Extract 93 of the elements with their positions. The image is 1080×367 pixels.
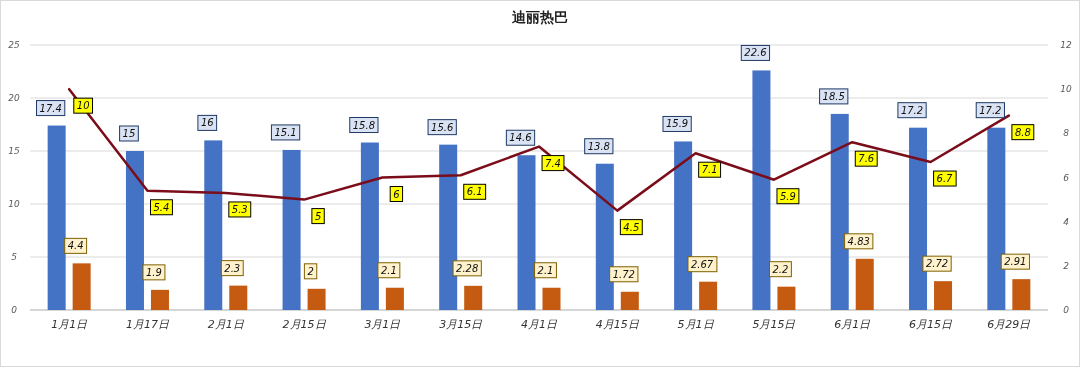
- data-label: 4.5: [623, 221, 640, 233]
- data-label: 1.9: [146, 266, 162, 278]
- x-tick-label: 2月15日: [282, 318, 327, 331]
- x-tick-label: 4月1日: [521, 318, 558, 331]
- data-label: 7.1: [701, 164, 718, 176]
- bar: [620, 291, 639, 310]
- x-tick-label: 1月17日: [125, 318, 170, 331]
- x-tick-label: 4月15日: [595, 318, 640, 331]
- bar: [517, 155, 536, 310]
- y-tick-label: 25: [8, 40, 20, 50]
- data-label: 15.6: [431, 121, 454, 133]
- bar: [439, 144, 458, 310]
- data-label: 15: [122, 128, 136, 139]
- x-tick-label: 3月1日: [364, 318, 402, 331]
- bar: [150, 289, 169, 310]
- y2-tick-label: 10: [1060, 84, 1072, 95]
- y-tick-label: 15: [8, 146, 20, 156]
- data-label: 2.91: [1004, 256, 1027, 268]
- data-label: 6.7: [936, 173, 954, 185]
- data-label: 15.8: [352, 119, 376, 131]
- chart-title: 迪丽热巴: [511, 9, 568, 25]
- bar: [674, 141, 693, 310]
- bar: [229, 285, 248, 310]
- y-tick-label: 20: [8, 93, 20, 103]
- data-label: 2.1: [537, 264, 554, 276]
- data-label: 2: [307, 265, 314, 277]
- data-label: 17.2: [900, 104, 924, 116]
- data-label: 22.6: [744, 47, 767, 59]
- bar: [1012, 279, 1031, 310]
- data-label: 15.9: [665, 118, 689, 130]
- data-label: 5.4: [153, 201, 170, 213]
- bar: [282, 149, 301, 310]
- data-label: 2.28: [456, 262, 479, 274]
- bar: [699, 281, 718, 310]
- bar: [830, 113, 849, 310]
- x-tick-label: 3月15日: [439, 318, 484, 331]
- data-label: 2.1: [380, 264, 397, 276]
- x-tick-label: 6月1日: [834, 318, 872, 331]
- data-label: 4.4: [67, 240, 84, 252]
- y-tick-label: 5: [11, 252, 18, 262]
- y2-tick-label: 12: [1060, 40, 1072, 50]
- data-label: 10: [76, 100, 90, 112]
- data-label: 5: [314, 210, 322, 222]
- y2-tick-label: 2: [1063, 260, 1070, 271]
- bar: [204, 140, 223, 310]
- bar: [72, 263, 91, 310]
- x-tick-label: 2月1日: [207, 318, 245, 331]
- data-label: 8.8: [1014, 126, 1031, 138]
- bar: [777, 286, 796, 310]
- y2-tick-label: 6: [1063, 172, 1070, 183]
- data-label: 2.3: [224, 262, 241, 274]
- data-label: 2.72: [925, 258, 949, 270]
- y-tick-label: 10: [8, 199, 20, 209]
- data-label: 5.9: [779, 190, 796, 202]
- data-label: 4.83: [847, 235, 870, 247]
- bar: [47, 125, 66, 310]
- data-label: 14.6: [509, 132, 532, 144]
- x-tick-label: 1月1日: [51, 318, 89, 331]
- bar: [934, 281, 953, 310]
- data-label: 17.4: [39, 102, 62, 114]
- data-label: 7.6: [858, 153, 875, 165]
- data-label: 13.8: [587, 140, 610, 152]
- x-tick-label: 5月1日: [677, 318, 715, 331]
- data-label: 6.1: [466, 186, 483, 198]
- data-label: 6: [393, 188, 400, 200]
- bar: [464, 285, 483, 310]
- y2-tick-label: 8: [1063, 128, 1070, 139]
- data-label: 15.1: [274, 126, 297, 138]
- y-tick-label: 0: [11, 305, 18, 315]
- x-tick-label: 5月15日: [752, 318, 797, 331]
- data-label: 16: [200, 117, 214, 129]
- bar: [987, 127, 1006, 310]
- y2-tick-label: 0: [1063, 305, 1070, 315]
- data-label: 2.67: [690, 258, 714, 270]
- y2-tick-label: 4: [1063, 216, 1070, 227]
- data-label: 5.3: [231, 203, 248, 215]
- data-label: 18.5: [822, 90, 845, 102]
- bar: [752, 70, 771, 310]
- bar: [595, 163, 614, 310]
- line-series: [67, 87, 1011, 212]
- bar: [125, 151, 144, 310]
- data-label: 17.2: [979, 104, 1002, 116]
- bar: [909, 127, 928, 310]
- bar: [307, 288, 326, 310]
- bar: [385, 287, 404, 310]
- data-label: 7.4: [545, 157, 561, 169]
- data-label: 2.2: [772, 263, 789, 275]
- bar: [855, 258, 874, 310]
- data-label: 1.72: [612, 268, 635, 280]
- x-tick-label: 6月29日: [987, 318, 1032, 331]
- bar: [360, 142, 379, 310]
- bar: [542, 287, 561, 310]
- x-tick-label: 6月15日: [909, 318, 954, 331]
